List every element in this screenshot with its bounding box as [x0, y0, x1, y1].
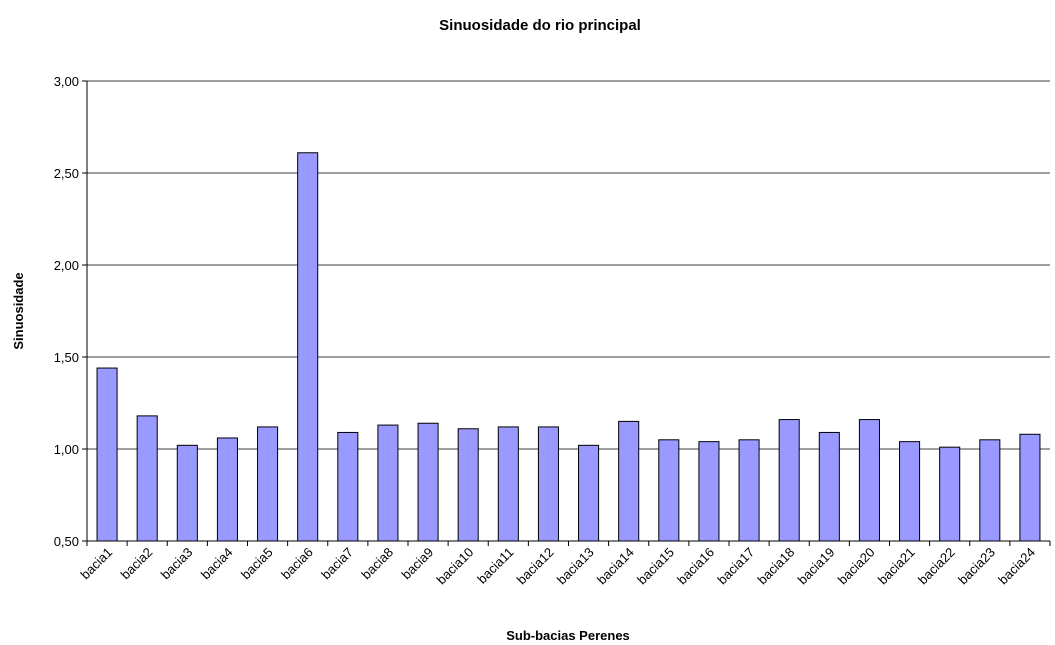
chart-title: Sinuosidade do rio principal — [439, 17, 641, 34]
bar — [578, 444, 600, 542]
bar — [618, 420, 640, 542]
y-tick-label: 2,00 — [54, 258, 79, 273]
bar — [257, 426, 279, 542]
x-tick-label: bacia20 — [835, 545, 878, 588]
x-tick-label: bacia13 — [554, 545, 597, 588]
bar — [818, 431, 840, 542]
bar — [457, 428, 479, 542]
x-tick-label: bacia14 — [594, 545, 637, 588]
x-tick-label: bacia8 — [358, 545, 396, 583]
bar — [337, 431, 359, 542]
x-tick-label: bacia1 — [77, 545, 115, 583]
bar — [899, 441, 921, 542]
x-tick-label: bacia23 — [955, 545, 998, 588]
y-tick-label: 2,50 — [54, 166, 79, 181]
y-tick-label: 0,50 — [54, 534, 79, 549]
bar — [1019, 433, 1041, 542]
bar — [858, 419, 880, 542]
x-tick-label: bacia6 — [278, 545, 316, 583]
x-tick-label: bacia22 — [915, 545, 958, 588]
bar — [136, 415, 158, 542]
x-tick-label: bacia24 — [995, 545, 1038, 588]
bar — [738, 439, 760, 542]
y-tick-label: 1,00 — [54, 442, 79, 457]
x-tick-label: bacia18 — [754, 545, 797, 588]
bar — [377, 424, 399, 542]
y-tick-label: 1,50 — [54, 350, 79, 365]
x-tick-label: bacia12 — [514, 545, 557, 588]
x-tick-label: bacia16 — [674, 545, 717, 588]
bar — [698, 441, 720, 542]
x-tick-label: bacia9 — [398, 545, 436, 583]
bar — [297, 152, 319, 542]
x-tick-label: bacia17 — [714, 545, 757, 588]
bar — [216, 437, 238, 542]
y-tick-label: 3,00 — [54, 74, 79, 89]
x-tick-label: bacia21 — [875, 545, 918, 588]
bar — [658, 439, 680, 542]
bar — [537, 426, 559, 542]
bar — [96, 367, 118, 542]
x-tick-label: bacia10 — [433, 545, 476, 588]
bar — [176, 444, 198, 542]
x-tick-label: bacia7 — [318, 545, 356, 583]
x-tick-label: bacia5 — [238, 545, 276, 583]
x-tick-label: bacia2 — [118, 545, 156, 583]
bar — [939, 446, 961, 542]
x-axis-label: Sub-bacias Perenes — [506, 628, 630, 643]
x-tick-label: bacia19 — [795, 545, 838, 588]
x-tick-label: bacia3 — [158, 545, 196, 583]
bar — [497, 426, 519, 542]
x-tick-label: bacia11 — [474, 545, 516, 587]
bar — [417, 422, 439, 542]
bar — [778, 419, 800, 542]
x-tick-label: bacia15 — [634, 545, 677, 588]
x-tick-label: bacia4 — [198, 545, 236, 583]
bar — [979, 439, 1001, 542]
y-axis-label: Sinuosidade — [11, 272, 26, 349]
